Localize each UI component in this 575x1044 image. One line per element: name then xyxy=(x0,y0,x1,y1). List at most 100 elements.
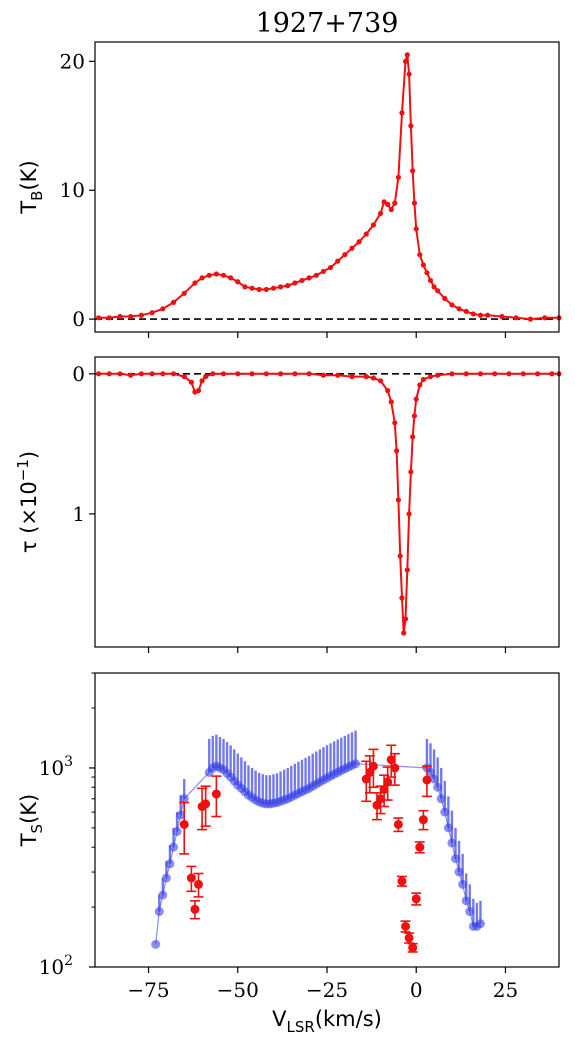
data-point xyxy=(406,71,412,77)
data-point xyxy=(188,379,194,385)
data-point xyxy=(138,312,144,318)
panel-2-frame xyxy=(94,356,560,648)
data-point xyxy=(138,371,144,377)
data-point xyxy=(477,312,484,318)
data-point xyxy=(477,371,484,377)
data-point xyxy=(335,258,341,264)
data-point xyxy=(370,375,376,381)
data-point xyxy=(242,284,248,290)
blue-data-point xyxy=(429,774,439,784)
red-data-point xyxy=(418,815,428,825)
data-point xyxy=(285,283,291,289)
x-tick-label: −25 xyxy=(306,978,348,1002)
data-point xyxy=(170,299,177,305)
red-data-point xyxy=(201,799,211,809)
red-data-point xyxy=(411,894,421,904)
panel-2-marks: 01 xyxy=(72,362,562,653)
data-point xyxy=(388,206,394,213)
y-tick-label: 20 xyxy=(60,49,85,73)
data-point xyxy=(534,371,541,377)
data-point xyxy=(206,272,212,278)
data-point xyxy=(395,497,401,503)
data-point xyxy=(397,553,403,559)
red-data-point xyxy=(397,876,407,886)
data-point xyxy=(408,469,414,475)
red-data-point xyxy=(415,842,425,852)
data-point xyxy=(381,199,387,205)
data-point xyxy=(327,264,334,271)
data-point xyxy=(542,315,548,321)
blue-data-point xyxy=(426,767,436,777)
data-point xyxy=(392,200,398,206)
data-point xyxy=(402,58,409,64)
blue-data-point xyxy=(158,890,168,900)
data-point xyxy=(385,388,391,394)
data-point xyxy=(220,371,227,377)
blue-data-point xyxy=(475,919,485,929)
data-point xyxy=(320,268,327,275)
panel-3-frame xyxy=(94,672,560,968)
y-tick-label: 10 xyxy=(60,178,85,202)
data-point xyxy=(263,371,269,377)
data-point xyxy=(256,286,262,293)
data-point xyxy=(424,270,430,276)
data-point xyxy=(385,201,391,207)
data-point xyxy=(408,123,414,129)
data-point xyxy=(117,313,123,320)
data-point xyxy=(292,280,298,286)
data-point xyxy=(220,272,227,278)
data-point xyxy=(411,200,418,206)
data-point xyxy=(320,372,327,378)
data-point xyxy=(463,371,469,377)
x-axis-label: VLSR(km/s) xyxy=(272,1007,382,1036)
red-data-point xyxy=(393,819,403,829)
data-point xyxy=(306,371,312,377)
data-point xyxy=(203,374,209,380)
blue-data-point xyxy=(179,794,189,804)
data-point xyxy=(335,372,341,378)
panel-1-frame xyxy=(94,41,560,333)
data-point xyxy=(417,252,423,258)
data-point xyxy=(442,295,448,302)
x-tick-label: −50 xyxy=(217,978,259,1002)
data-point xyxy=(181,374,187,380)
data-point xyxy=(349,374,355,380)
data-point xyxy=(306,275,312,281)
y-tick-label: 0 xyxy=(72,362,85,386)
data-point xyxy=(195,388,202,394)
data-point xyxy=(356,239,362,245)
red-data-point xyxy=(194,879,204,889)
data-point xyxy=(420,376,426,383)
x-tick-label: 25 xyxy=(493,978,518,1002)
data-point xyxy=(449,302,455,308)
data-point xyxy=(263,286,269,293)
data-point xyxy=(95,315,102,321)
data-point xyxy=(513,315,519,321)
red-data-point xyxy=(376,794,386,804)
data-point xyxy=(449,371,455,377)
blue-data-point xyxy=(351,759,361,769)
data-point xyxy=(278,284,284,290)
blue-data-point xyxy=(447,838,457,848)
x-tick-label: 0 xyxy=(410,978,423,1002)
data-point xyxy=(399,595,405,601)
red-data-point xyxy=(390,763,400,773)
red-data-point xyxy=(401,921,411,931)
panel-spin-temperature: −75 −50 −25 0 25 102 103 TS(K) VLSR(km/s) xyxy=(17,672,560,1036)
data-point xyxy=(411,413,418,419)
data-point xyxy=(106,371,112,377)
data-point xyxy=(278,371,284,377)
data-point xyxy=(470,311,476,317)
data-point xyxy=(392,420,398,426)
data-point xyxy=(435,288,441,294)
blue-data-point xyxy=(436,794,446,804)
data-point xyxy=(249,371,255,377)
red-data-point xyxy=(361,774,371,784)
data-point xyxy=(431,284,437,290)
blue-data-point xyxy=(433,782,443,792)
blue-data-point xyxy=(176,810,186,820)
red-data-point xyxy=(211,789,221,799)
red-data-point xyxy=(404,933,414,943)
data-point xyxy=(213,271,219,277)
red-data-point xyxy=(386,755,396,765)
